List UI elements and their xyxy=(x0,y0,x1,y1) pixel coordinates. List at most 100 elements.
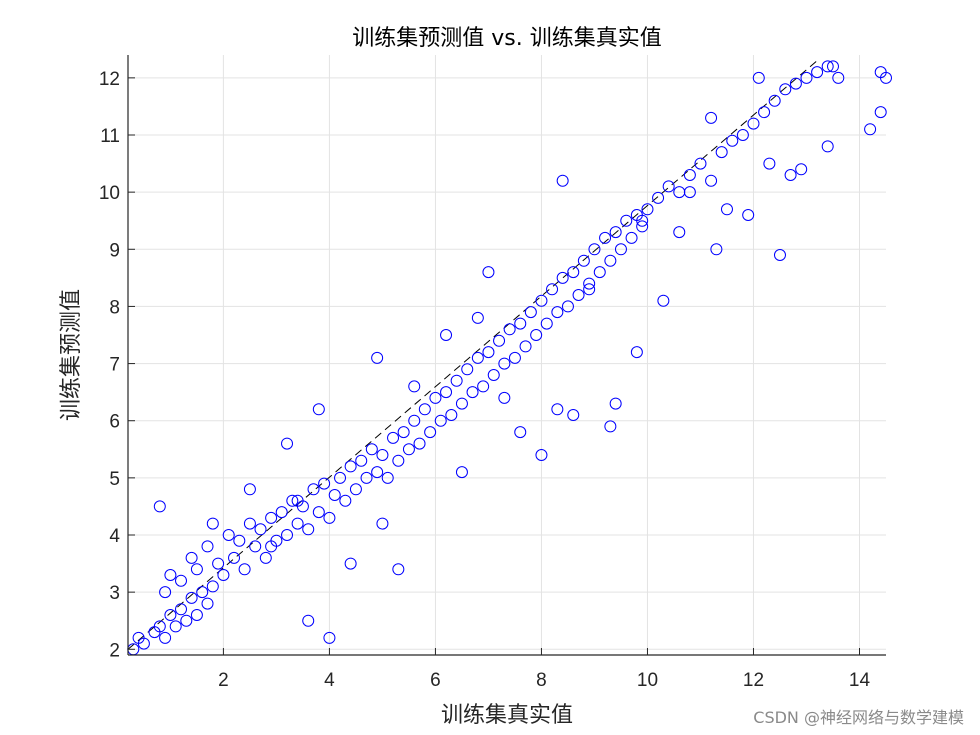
data-point xyxy=(636,220,649,233)
x-axis-title: 训练集真实值 xyxy=(441,703,573,728)
data-point xyxy=(742,209,755,221)
data-point xyxy=(360,471,373,484)
data-point xyxy=(328,489,341,501)
data-point xyxy=(238,563,251,576)
data-point xyxy=(381,471,394,484)
data-point xyxy=(514,317,527,330)
data-point xyxy=(302,614,315,627)
data-point xyxy=(556,271,569,284)
data-point xyxy=(190,563,203,576)
data-point xyxy=(175,603,188,616)
data-point xyxy=(508,351,521,364)
data-point xyxy=(159,586,172,599)
data-point xyxy=(159,631,172,644)
data-point xyxy=(466,386,479,399)
data-point xyxy=(349,483,362,496)
data-point xyxy=(683,186,696,199)
data-point xyxy=(339,494,352,507)
data-point xyxy=(249,540,262,553)
data-point xyxy=(371,351,384,364)
data-point xyxy=(572,289,585,301)
data-point xyxy=(323,631,336,644)
data-point xyxy=(413,437,426,450)
data-point xyxy=(641,203,654,216)
data-point xyxy=(577,254,590,267)
data-point xyxy=(265,540,278,553)
chart-title: 训练集预测值 vs. 训练集真实值 xyxy=(352,26,661,51)
data-point xyxy=(604,254,617,267)
data-point xyxy=(609,397,622,410)
data-point xyxy=(477,380,490,393)
y-axis-title: 训练集预测值 xyxy=(59,289,84,421)
data-point xyxy=(535,294,548,307)
data-point xyxy=(535,449,548,461)
data-point xyxy=(365,443,378,456)
data-point xyxy=(302,523,315,536)
data-point xyxy=(190,609,203,621)
data-point xyxy=(498,391,511,404)
data-points xyxy=(127,60,892,656)
data-point xyxy=(482,346,495,359)
data-point xyxy=(763,157,776,170)
data-point xyxy=(498,357,511,370)
data-point xyxy=(153,500,166,513)
y-tick-label: 8 xyxy=(109,297,120,318)
data-point xyxy=(312,506,325,519)
data-point xyxy=(344,557,357,570)
data-point xyxy=(800,71,813,84)
data-point xyxy=(471,351,484,364)
data-point xyxy=(334,471,347,484)
data-point xyxy=(397,426,410,439)
data-point xyxy=(206,580,219,593)
data-point xyxy=(222,529,235,541)
data-point xyxy=(546,283,559,296)
data-point xyxy=(609,226,622,239)
data-point xyxy=(636,214,649,227)
data-point xyxy=(789,77,802,90)
data-point xyxy=(291,517,304,530)
data-point xyxy=(376,449,389,461)
data-point xyxy=(768,94,781,107)
data-point xyxy=(715,146,728,159)
data-point xyxy=(259,551,272,564)
data-point xyxy=(779,83,792,96)
data-point xyxy=(371,466,384,479)
data-point xyxy=(471,311,484,324)
data-point xyxy=(747,117,760,130)
data-point xyxy=(175,574,188,587)
y-tick-label: 6 xyxy=(109,412,120,433)
data-point xyxy=(281,529,294,541)
data-point xyxy=(323,511,336,524)
data-point xyxy=(493,334,506,347)
data-point xyxy=(291,494,304,507)
data-point xyxy=(540,317,553,330)
data-point xyxy=(657,294,670,307)
y-tick-label: 7 xyxy=(109,355,120,376)
data-point xyxy=(583,283,596,296)
data-point xyxy=(694,157,707,170)
y-tick-label: 12 xyxy=(99,69,120,90)
data-point xyxy=(201,540,214,553)
data-point xyxy=(720,203,733,216)
x-tick-label: 2 xyxy=(218,670,229,691)
data-point xyxy=(440,386,453,399)
data-point xyxy=(206,517,219,530)
data-point xyxy=(705,111,718,124)
data-point xyxy=(874,106,887,119)
watermark-text: CSDN @神经网络与数学建模 xyxy=(753,708,964,727)
data-point xyxy=(440,329,453,341)
data-point xyxy=(556,174,569,187)
data-point xyxy=(567,409,580,421)
data-point xyxy=(604,420,617,433)
data-point xyxy=(551,306,564,319)
data-point xyxy=(726,134,739,147)
data-point xyxy=(614,243,627,256)
data-point xyxy=(307,483,320,496)
data-point xyxy=(180,614,193,627)
data-point xyxy=(402,443,415,456)
y-tick-label: 9 xyxy=(109,240,120,261)
data-point xyxy=(503,323,516,336)
data-point xyxy=(376,517,389,530)
data-point xyxy=(418,403,431,416)
